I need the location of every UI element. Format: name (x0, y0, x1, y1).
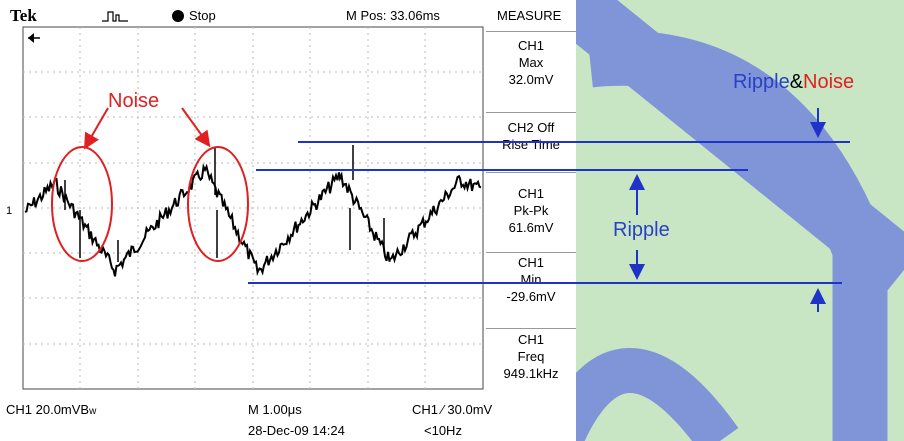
waveform-display (22, 26, 484, 390)
measure-slot-2[interactable]: CH2 Off Rise Time (502, 120, 560, 152)
noise-arrow-right (181, 107, 211, 148)
noise-spikes (64, 145, 385, 262)
frequency-readout: <10Hz (424, 423, 462, 438)
ch1-waveform (24, 163, 482, 277)
ch1-ground-marker: 1 (6, 205, 13, 217)
measure-slot-1[interactable]: CH1 Max 32.0mV (508, 38, 554, 87)
noise-ellipse-right (187, 146, 249, 262)
ripple-label: Ripple (613, 219, 670, 241)
position-readout: M Pos: 33.06ms (346, 8, 440, 23)
measure-slot-5[interactable]: CH1 Freq 949.1kHz (503, 332, 559, 381)
noise-ellipse-left (51, 146, 113, 262)
ripple-noise-label: Ripple&Noise (733, 71, 855, 93)
oscilloscope-screen: Tek Stop M Pos: 33.06ms MEASURE (0, 0, 576, 441)
acquisition-icon (102, 11, 128, 22)
noise-arrow-left (83, 107, 109, 150)
date-time: 28-Dec-09 14:24 (248, 423, 345, 438)
stop-indicator-icon (172, 10, 184, 22)
brand-logo: Tek (10, 6, 37, 25)
ch1-scale-readout: CH1 20.0mVBw (6, 402, 97, 417)
measure-slot-3[interactable]: CH1 Pk-Pk 61.6mV (508, 186, 554, 235)
measure-menu-title: MEASURE (497, 8, 562, 23)
trigger-readout: CH1 ∕ 30.0mV (412, 402, 493, 417)
graticule-grid (23, 27, 483, 389)
noise-label: Noise (108, 90, 160, 112)
trigger-state: Stop (189, 8, 216, 23)
timebase-readout: M 1.00μs (248, 402, 302, 417)
